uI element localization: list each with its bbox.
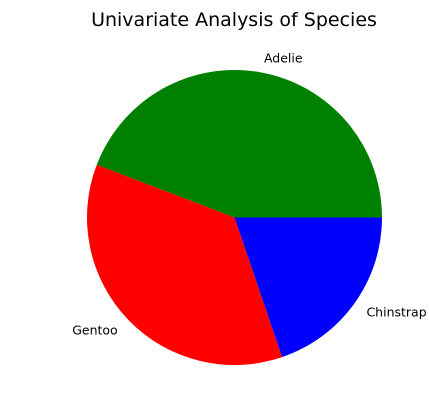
pie-slices [86,69,382,365]
pie-slice-chinstrap [234,217,382,358]
pie-label-chinstrap: Chinstrap [366,304,426,319]
pie-slice-gentoo [86,164,283,365]
pie-labels: Adelie Gentoo Chinstrap [72,50,427,337]
pie-label-adelie: Adelie [264,50,303,65]
pie-slice-adelie [96,69,382,218]
pie-label-gentoo: Gentoo [72,323,118,338]
chart-title: Univariate Analysis of Species [91,9,377,31]
